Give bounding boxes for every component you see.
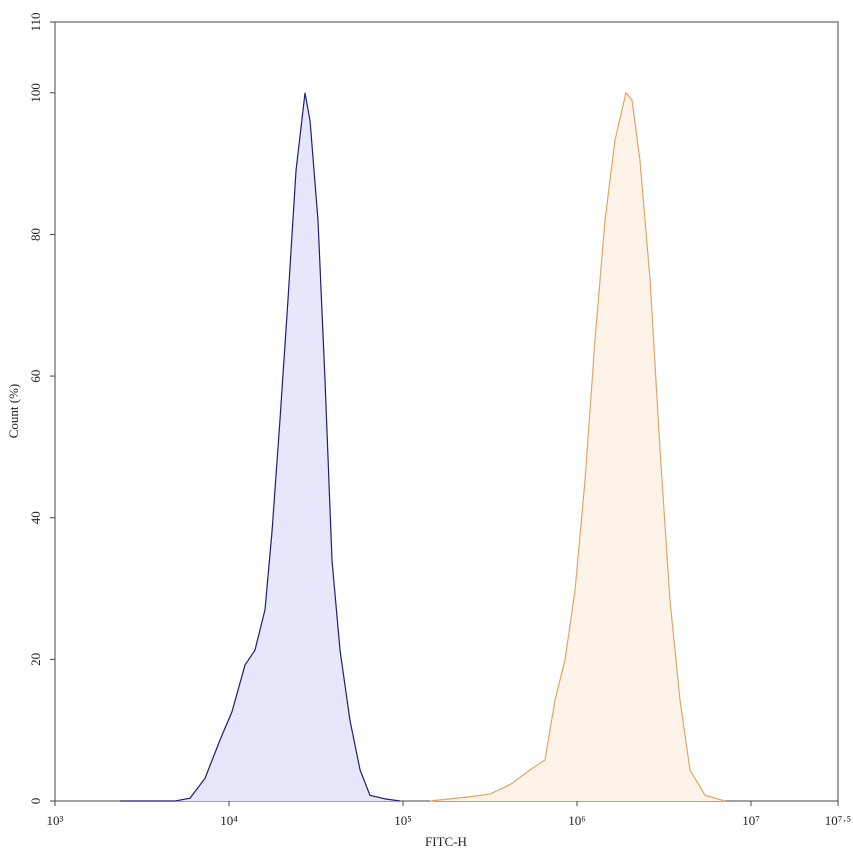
y-tick-label: 60 bbox=[28, 370, 43, 383]
x-tick-label: 10⁷·⁵ bbox=[825, 813, 851, 828]
y-tick-label: 110 bbox=[28, 12, 43, 31]
area-fill bbox=[429, 92, 726, 802]
x-tick-label: 10⁴ bbox=[220, 813, 238, 828]
plot-frame bbox=[54, 21, 839, 802]
x-tick-label: 10³ bbox=[47, 813, 64, 828]
x-tick-label: 10⁶ bbox=[568, 813, 586, 828]
y-tick-label: 20 bbox=[28, 653, 43, 666]
area-fill bbox=[120, 92, 401, 802]
y-tick-label: 80 bbox=[28, 228, 43, 241]
y-tick-label: 0 bbox=[28, 798, 43, 805]
y-axis-label: Count (%) bbox=[6, 384, 21, 439]
y-tick-label: 40 bbox=[28, 511, 43, 524]
x-tick-label: 10⁷ bbox=[742, 813, 760, 828]
area-line bbox=[120, 92, 401, 802]
x-tick-label: 10⁵ bbox=[394, 813, 412, 828]
area-line bbox=[429, 91, 726, 802]
x-axis-label: FITC-H bbox=[425, 834, 467, 849]
y-tick-label: 100 bbox=[28, 83, 43, 103]
